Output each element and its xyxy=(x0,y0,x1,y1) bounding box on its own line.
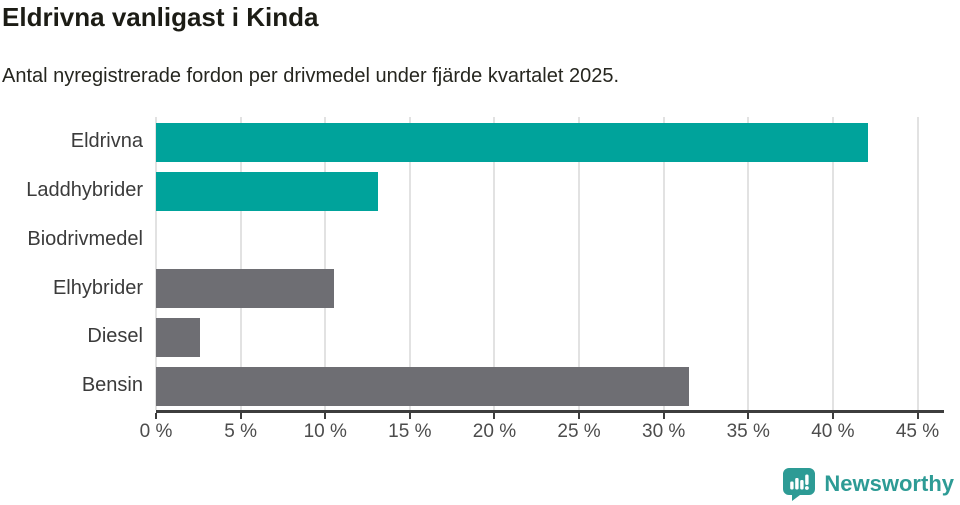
x-tick xyxy=(239,413,242,419)
gridline xyxy=(916,117,919,410)
gridline xyxy=(155,117,157,410)
category-label-diesel: Diesel xyxy=(87,325,143,348)
x-tick-label: 25 % xyxy=(557,421,601,442)
x-tick-label: 0 % xyxy=(139,421,173,442)
bar-eldrivna xyxy=(156,122,869,162)
category-label-bensin: Bensin xyxy=(81,374,143,397)
x-tick xyxy=(662,413,665,419)
x-tick xyxy=(408,413,411,419)
x-tick xyxy=(831,413,834,419)
x-tick-label: 35 % xyxy=(726,421,770,442)
category-label-biodrivmedel: Biodrivmedel xyxy=(27,227,143,250)
plot-area xyxy=(155,117,944,413)
x-tick xyxy=(747,413,750,419)
category-label-eldrivna: Eldrivna xyxy=(70,130,143,152)
x-tick xyxy=(493,413,496,419)
gridline xyxy=(408,117,411,410)
category-label-elhybrider: Elhybrider xyxy=(52,276,143,299)
gridline xyxy=(493,117,496,410)
logo: Newsworthy xyxy=(782,467,954,501)
gridline xyxy=(239,117,242,410)
x-tick xyxy=(155,413,157,419)
category-label-laddhybrider: Laddhybrider xyxy=(26,178,143,201)
bar-diesel xyxy=(156,318,200,358)
bar-laddhybrider xyxy=(156,171,378,211)
x-tick xyxy=(578,413,581,419)
x-tick-label: 20 % xyxy=(472,421,517,442)
x-tick-label: 10 % xyxy=(303,421,347,442)
chart-title: Eldrivna vanligast i Kinda xyxy=(2,2,319,32)
x-tick-label: 40 % xyxy=(811,421,855,442)
x-tick-label: 30 % xyxy=(642,421,686,442)
gridline xyxy=(831,117,834,410)
bar-bensin xyxy=(156,367,690,407)
x-tick-label: 45 % xyxy=(895,421,940,442)
newsworthy-logo-icon xyxy=(783,468,816,501)
gridline xyxy=(578,117,581,410)
logo-text: Newsworthy xyxy=(824,471,954,496)
x-tick-label: 15 % xyxy=(388,421,432,442)
x-tick xyxy=(324,413,327,419)
bar-elhybrider xyxy=(156,269,334,309)
gridline xyxy=(324,117,327,410)
chart-subtitle: Antal nyregistrerade fordon per drivmede… xyxy=(2,65,620,87)
x-tick xyxy=(916,413,919,419)
gridline xyxy=(662,117,665,410)
gridline xyxy=(747,117,750,410)
x-tick-label: 5 % xyxy=(224,421,257,442)
